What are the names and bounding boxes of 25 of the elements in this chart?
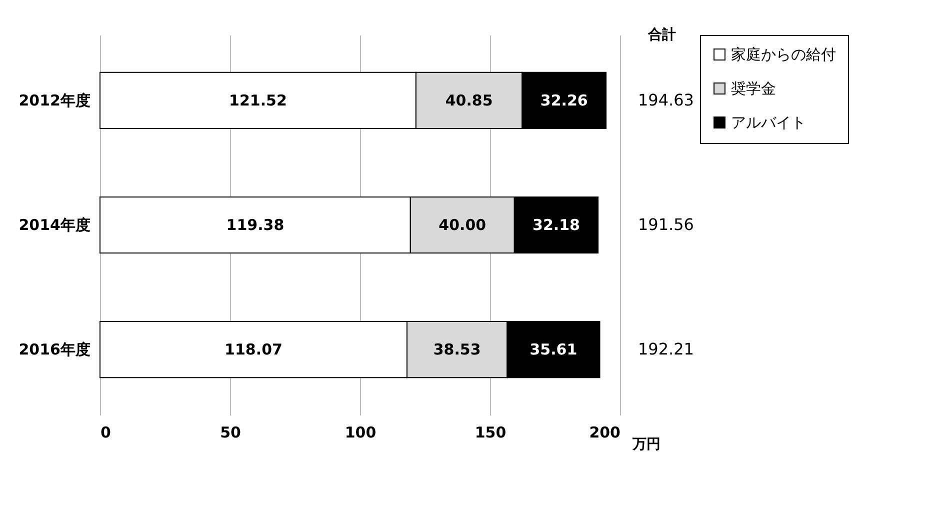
data-label: 38.53 <box>433 340 481 359</box>
x-tick-label: 150 <box>474 424 506 442</box>
data-label: 35.61 <box>530 340 578 359</box>
legend-label: 奨学金 <box>731 80 776 98</box>
y-tick-label: 2012年度 <box>18 91 90 110</box>
total-label: 191.56 <box>638 215 694 234</box>
x-tick-label: 200 <box>589 424 620 442</box>
x-tick-label: 100 <box>344 424 376 442</box>
x-axis-title: 万円 <box>632 436 660 452</box>
text: 合計 <box>647 27 676 43</box>
data-label: 40.00 <box>438 216 486 234</box>
y-tick-label: 2016年度 <box>18 340 90 359</box>
data-label: 121.52 <box>229 91 287 110</box>
legend-label: 家庭からの給付 <box>731 46 836 64</box>
x-tick-label: 0 <box>100 424 111 442</box>
total-label: 192.21 <box>638 340 694 359</box>
data-label: 32.18 <box>532 216 580 234</box>
x-tick-label: 50 <box>220 424 241 442</box>
data-label: 118.07 <box>224 340 282 359</box>
data-label: 40.85 <box>445 91 493 110</box>
total-label: 194.63 <box>638 90 694 110</box>
y-tick-label: 2014年度 <box>18 216 90 234</box>
data-label: 119.38 <box>226 216 284 234</box>
data-label: 32.26 <box>540 91 588 110</box>
legend-label: アルバイト <box>731 114 806 132</box>
